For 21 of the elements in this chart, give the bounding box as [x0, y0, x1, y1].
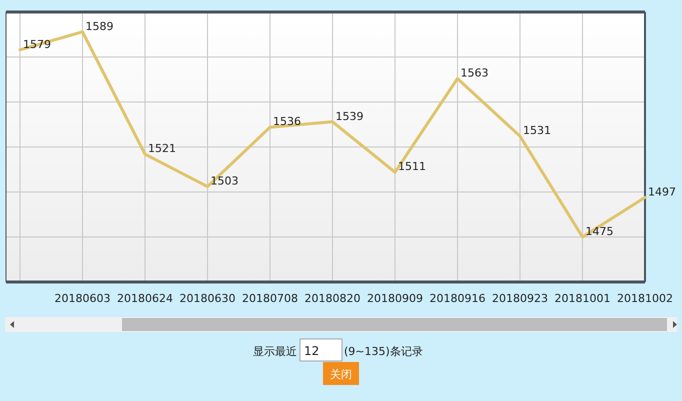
x-tick-label: 20181002 [617, 292, 673, 305]
text: (9~135)条记录 [344, 345, 423, 358]
data-label: 1539 [336, 110, 364, 123]
x-tick-label: 20180923 [492, 292, 548, 305]
x-tick-label: 20180909 [367, 292, 423, 305]
x-tick-label: 20180708 [242, 292, 298, 305]
data-label: 1511 [398, 160, 426, 174]
text: 显示最近 [253, 345, 297, 358]
data-label: 1563 [460, 66, 488, 80]
x-tick-label: 20180820 [304, 292, 360, 305]
data-label: 1589 [86, 20, 114, 33]
x-tick-label: 20181001 [554, 292, 610, 305]
x-tick-label: 20180603 [54, 292, 110, 305]
data-label: 1531 [523, 124, 551, 138]
text: 12 [304, 344, 320, 358]
x-tick-label: 20180916 [430, 292, 486, 305]
data-label: 1521 [148, 142, 176, 156]
data-label: 1497 [648, 185, 676, 198]
x-tick-label: 20180624 [117, 292, 173, 305]
x-tick-label: 20180630 [180, 292, 236, 305]
text: 关闭 [330, 368, 352, 381]
